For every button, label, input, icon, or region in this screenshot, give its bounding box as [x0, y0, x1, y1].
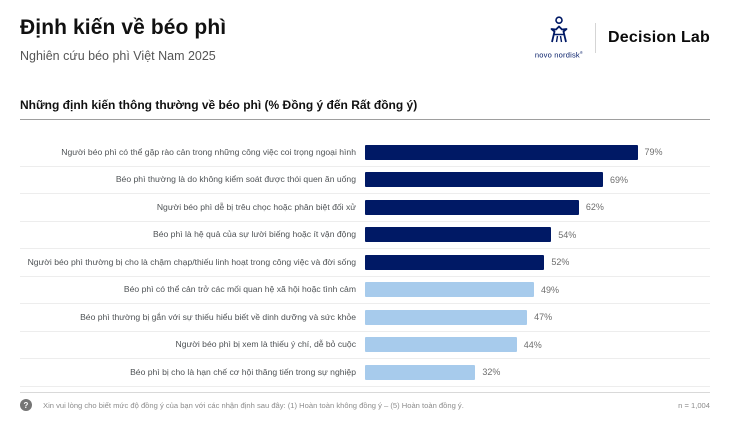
- bar-row: Béo phì thường bị gắn với sự thiếu hiểu …: [20, 304, 710, 332]
- brand-block: novo nordisk® Decision Lab: [535, 14, 710, 60]
- bar-value: 52%: [551, 257, 570, 268]
- bar-label: Người béo phì thường bị cho là chậm chạp…: [27, 256, 356, 267]
- bar-row: Béo phì bị cho là hạn chế cơ hội thăng t…: [20, 359, 710, 387]
- bar-label: Người béo phì dễ bị trêu chọc hoặc phân …: [156, 201, 356, 212]
- bar-value: 47%: [534, 312, 553, 323]
- header-text: Định kiến về béo phì Nghiên cứu béo phì …: [20, 14, 226, 63]
- bar: [365, 282, 535, 298]
- bar-label: Người béo phì có thể gặp rào cản trong n…: [61, 146, 356, 157]
- bar-value: 32%: [482, 367, 501, 378]
- page-subtitle: Nghiên cứu béo phì Việt Nam 2025: [20, 49, 216, 63]
- bar-track: 62%: [365, 194, 710, 221]
- bar-row: Người béo phì có thể gặp rào cản trong n…: [20, 139, 710, 167]
- bar: [365, 199, 579, 215]
- bar-value: 54%: [558, 229, 577, 240]
- chart-title-underline: [20, 119, 710, 120]
- footer-divider: [20, 392, 710, 393]
- bar-row: Người béo phì thường bị cho là chậm chạp…: [20, 249, 710, 277]
- footer: ? Xin vui lòng cho biết mức độ đồng ý củ…: [20, 399, 710, 411]
- bar-value: 79%: [644, 147, 663, 158]
- bar-row: Béo phì thường là do không kiểm soát đượ…: [20, 167, 710, 194]
- bar: [365, 364, 476, 380]
- bar-label: Béo phì bị cho là hạn chế cơ hội thăng t…: [130, 366, 356, 377]
- bar-label: Béo phì thường là do không kiểm soát đượ…: [115, 174, 356, 185]
- question-mark-icon: ?: [20, 399, 32, 411]
- bar: [365, 172, 604, 188]
- bar-track: 69%: [365, 167, 710, 194]
- bar-label: Người béo phì bị xem là thiếu ý chí, dễ …: [175, 339, 357, 350]
- bar: [365, 144, 638, 160]
- bar: [365, 254, 545, 270]
- bar-track: 49%: [365, 277, 710, 304]
- bar-row: Người béo phì bị xem là thiếu ý chí, dễ …: [20, 332, 710, 359]
- bar-label: Béo phì thường bị gắn với sự thiếu hiểu …: [80, 311, 356, 322]
- bar-track: 47%: [365, 304, 710, 331]
- bar: [365, 227, 552, 243]
- bar-row: Béo phì là hệ quả của sự lười biếng hoặc…: [20, 222, 710, 249]
- header: Định kiến về béo phì Nghiên cứu béo phì …: [20, 14, 710, 63]
- bar-chart: Người béo phì có thể gặp rào cản trong n…: [20, 139, 710, 387]
- bar-value: 69%: [610, 174, 629, 185]
- bar-track: 32%: [365, 359, 710, 386]
- decision-lab-logo: Decision Lab: [608, 28, 710, 46]
- apis-bull-icon: [543, 16, 575, 49]
- bar-track: 44%: [365, 332, 710, 359]
- sample-size: n = 1,004: [678, 400, 710, 410]
- bar-track: 79%: [365, 139, 710, 166]
- bar: [365, 337, 517, 353]
- page-title: Định kiến về béo phì: [20, 16, 227, 39]
- chart-title: Những định kiến thông thường về béo phì …: [20, 98, 418, 112]
- bar-row: Béo phì có thể cản trở các mối quan hệ x…: [20, 277, 710, 304]
- registered-mark: ®: [579, 50, 584, 55]
- novo-nordisk-wordmark: novo nordisk®: [534, 50, 584, 60]
- bar-value: 49%: [541, 284, 560, 295]
- survey-question-note: Xin vui lòng cho biết mức độ đồng ý của …: [43, 400, 464, 410]
- bar-track: 52%: [365, 249, 710, 276]
- brand-divider: [595, 22, 597, 53]
- bar-track: 54%: [365, 222, 710, 249]
- novo-nordisk-logo: novo nordisk®: [535, 16, 583, 60]
- bar-value: 62%: [585, 202, 604, 213]
- bar-value: 44%: [523, 339, 542, 350]
- bar-label: Béo phì có thể cản trở các mối quan hệ x…: [123, 284, 356, 295]
- bar: [365, 309, 528, 325]
- bar-row: Người béo phì dễ bị trêu chọc hoặc phân …: [20, 194, 710, 222]
- bar-label: Béo phì là hệ quả của sự lười biếng hoặc…: [153, 229, 356, 240]
